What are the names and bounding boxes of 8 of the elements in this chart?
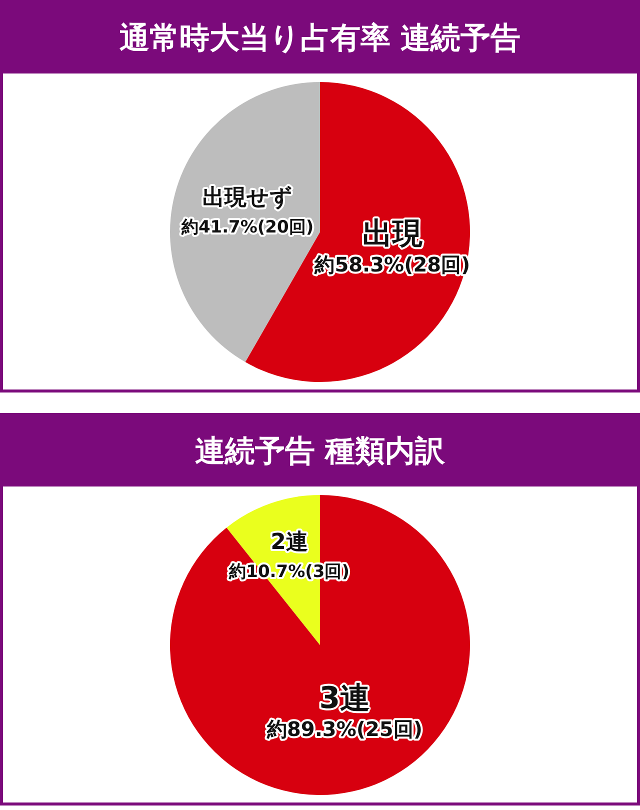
chart-title: 連続予告 種類内訳 (194, 434, 446, 469)
chart-title: 通常時大当り占有率 連続予告 (119, 21, 521, 56)
slice-label: 出現 (362, 216, 424, 252)
data-label: 約89.3%(25回) (266, 716, 422, 741)
slice-label: 2連 (270, 530, 308, 556)
data-label: 約41.7%(20回) (180, 218, 314, 238)
slice-label: 出現せず (202, 186, 293, 211)
slice-label: 3連 (319, 680, 370, 716)
